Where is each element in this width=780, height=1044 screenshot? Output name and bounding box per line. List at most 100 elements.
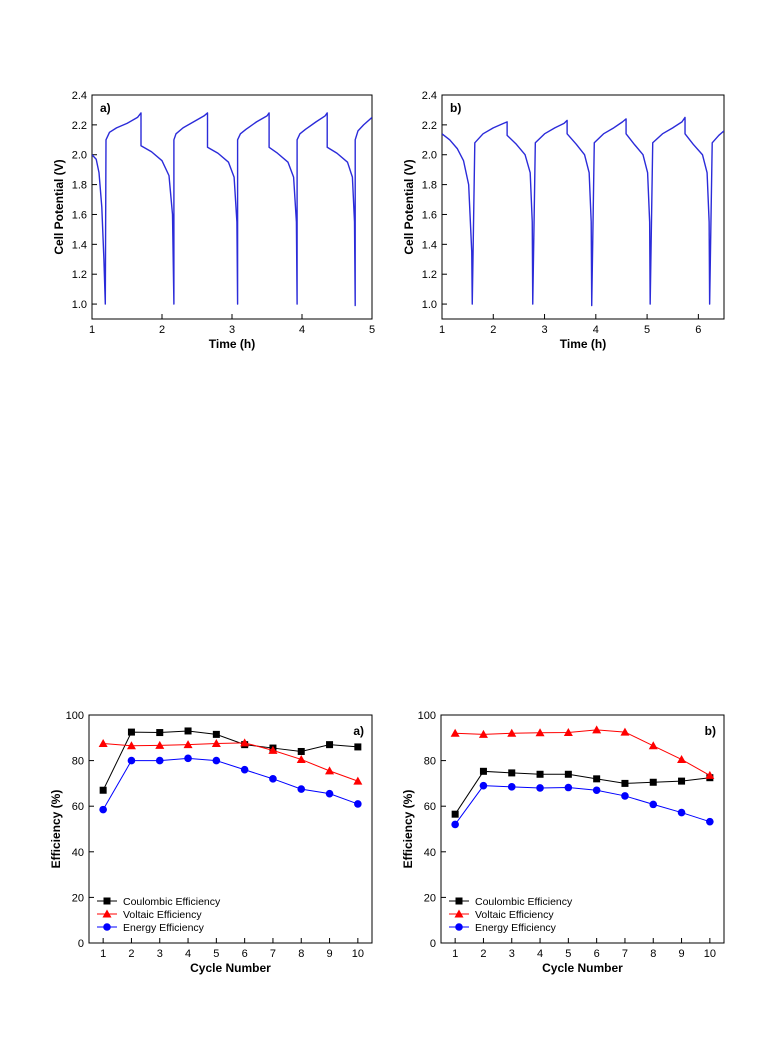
y-axis-title: Efficiency (%) <box>401 790 415 869</box>
data-point-square <box>354 743 362 751</box>
x-axis-title: Cycle Number <box>542 961 623 975</box>
panel-label: b) <box>450 101 461 115</box>
y-tick-label: 40 <box>424 847 436 859</box>
x-tick-label: 1 <box>452 948 458 960</box>
y-tick-label: 100 <box>418 710 436 722</box>
y-tick-label: 2.2 <box>72 120 87 132</box>
x-tick-label: 1 <box>439 324 445 336</box>
x-tick-label: 6 <box>695 324 701 336</box>
legend-label: Coulombic Efficiency <box>475 896 573 908</box>
y-tick-label: 60 <box>72 801 84 813</box>
data-point-triangle <box>240 738 250 747</box>
data-point-circle <box>507 783 516 791</box>
x-tick-label: 10 <box>352 948 364 960</box>
y-tick-label: 60 <box>424 801 436 813</box>
data-point-circle <box>592 786 601 795</box>
x-tick-label: 2 <box>159 324 165 336</box>
data-point-square <box>508 769 516 777</box>
data-point-square <box>479 767 487 775</box>
x-tick-label: 5 <box>213 948 219 960</box>
data-point-circle <box>706 817 714 826</box>
data-point-triangle <box>126 741 136 750</box>
x-tick-label: 3 <box>229 324 235 336</box>
plot-frame <box>440 714 725 944</box>
x-tick-label: 4 <box>537 948 543 960</box>
y-axis-title: Efficiency (%) <box>49 790 63 869</box>
legend-label: Voltaic Efficiency <box>475 909 554 921</box>
y-tick-label: 40 <box>72 847 84 859</box>
y-tick-label: 1.2 <box>422 269 437 281</box>
data-point-triangle <box>296 754 306 763</box>
y-tick-label: 0 <box>430 938 436 950</box>
y-tick-label: 20 <box>72 892 84 904</box>
data-point-triangle <box>155 740 165 749</box>
x-tick-label: 9 <box>678 948 684 960</box>
data-point-triangle <box>677 754 687 763</box>
data-point-triangle <box>705 770 715 779</box>
y-tick-label: 80 <box>72 756 84 768</box>
y-tick-label: 2.2 <box>422 120 437 132</box>
y-tick-label: 2.4 <box>422 90 437 102</box>
plot-area <box>450 725 715 829</box>
legend-marker-triangle <box>454 909 464 918</box>
plot-frame <box>441 94 725 320</box>
panel-label: b) <box>705 724 716 738</box>
legend-marker-circle <box>103 923 111 931</box>
y-axis-title: Cell Potential (V) <box>402 159 416 254</box>
x-tick-label: 4 <box>299 324 305 336</box>
y-tick-label: 20 <box>424 892 436 904</box>
x-tick-label: 1 <box>89 324 95 336</box>
data-point-triangle <box>478 729 488 738</box>
data-point-circle <box>621 792 629 800</box>
x-tick-label: 3 <box>157 948 163 960</box>
data-point-square <box>184 727 192 735</box>
data-point-triangle <box>563 728 573 737</box>
data-point-circle <box>184 754 192 763</box>
data-point-circle <box>479 781 488 790</box>
series-voltaic-efficiency <box>450 725 715 779</box>
x-tick-label: 7 <box>270 948 276 960</box>
series-line <box>455 729 711 776</box>
x-tick-label: 8 <box>298 948 304 960</box>
x-tick-label: 5 <box>644 324 650 336</box>
data-point-square <box>451 810 459 818</box>
x-tick-label: 7 <box>622 948 628 960</box>
chart-panel-1: 1 2 3 4 5 1.0 1.2 1.4 1.6 1.8 2.0 2.2 2.4 Time (h) Cel… <box>52 90 375 351</box>
panel-label: a) <box>353 724 364 738</box>
series-energy-efficiency <box>451 781 714 829</box>
legend-label: Energy Efficiency <box>123 922 205 934</box>
legend-marker-square <box>455 897 463 905</box>
series-line <box>442 116 724 307</box>
legend-label: Voltaic Efficiency <box>123 909 202 921</box>
y-tick-label: 1.0 <box>422 299 437 311</box>
data-point-square <box>649 778 657 786</box>
legend-marker-square <box>103 897 111 905</box>
data-point-circle <box>649 800 658 809</box>
data-point-square <box>564 770 572 778</box>
x-tick-label: 3 <box>541 324 547 336</box>
data-point-circle <box>354 800 362 808</box>
series-line <box>454 770 710 815</box>
x-tick-label: 5 <box>369 324 375 336</box>
x-tick-label: 1 <box>100 948 106 960</box>
data-point-circle <box>536 784 544 792</box>
y-tick-label: 80 <box>424 756 436 768</box>
x-tick-label: 2 <box>128 948 134 960</box>
plot-area <box>442 116 724 307</box>
y-tick-label: 1.2 <box>72 269 87 281</box>
x-tick-label: 3 <box>509 948 515 960</box>
series-line <box>103 742 359 782</box>
data-point-circle <box>297 785 306 793</box>
data-point-triangle <box>353 776 363 785</box>
y-tick-label: 100 <box>66 710 84 722</box>
data-point-triangle <box>592 725 602 734</box>
data-point-square <box>156 729 164 737</box>
series-voltaic-efficiency <box>98 738 363 785</box>
data-point-square <box>127 728 135 736</box>
series-line <box>102 730 358 791</box>
x-tick-label: 9 <box>326 948 332 960</box>
